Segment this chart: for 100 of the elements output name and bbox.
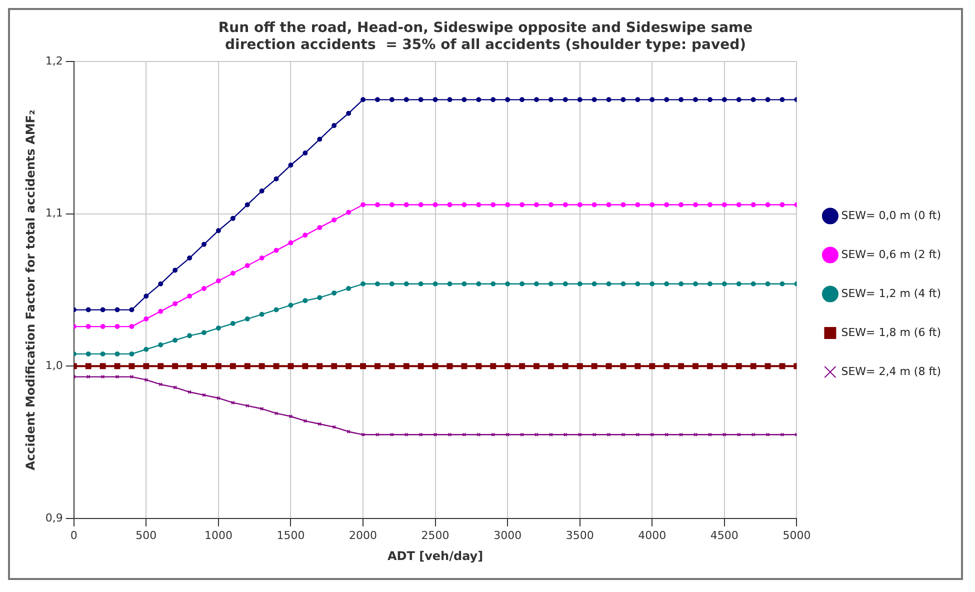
point <box>158 363 164 370</box>
point <box>360 281 366 286</box>
point <box>707 202 712 208</box>
point <box>230 216 236 221</box>
point <box>346 110 352 116</box>
point <box>158 308 164 314</box>
x-tick-label: 1500 <box>276 528 305 542</box>
point <box>591 363 598 370</box>
point <box>158 342 164 348</box>
point <box>693 97 698 102</box>
point <box>374 281 380 286</box>
point <box>765 281 770 286</box>
point <box>244 202 250 208</box>
point <box>634 363 641 370</box>
point <box>274 176 279 182</box>
point <box>144 294 149 299</box>
point <box>86 351 91 356</box>
point <box>650 281 655 286</box>
point <box>144 346 149 352</box>
point <box>360 202 366 208</box>
point <box>520 432 524 437</box>
point <box>620 363 626 370</box>
point <box>577 97 582 102</box>
point <box>374 97 380 102</box>
point <box>462 281 467 286</box>
point <box>115 374 120 379</box>
point <box>432 97 438 102</box>
point <box>404 202 409 208</box>
point <box>736 363 742 370</box>
point <box>693 202 698 208</box>
point <box>332 290 337 296</box>
point <box>230 321 236 326</box>
point <box>462 432 466 437</box>
point <box>707 97 712 102</box>
point <box>664 97 670 102</box>
point <box>260 406 264 411</box>
point <box>592 281 597 286</box>
point <box>374 363 380 370</box>
point <box>346 286 352 291</box>
point <box>592 432 596 437</box>
point <box>172 301 178 306</box>
point <box>288 240 294 246</box>
point <box>664 363 670 370</box>
point <box>505 281 510 286</box>
point <box>202 286 206 291</box>
point <box>505 97 510 102</box>
point <box>389 281 394 286</box>
point <box>114 351 120 356</box>
point <box>534 363 540 370</box>
x-tick-label: 4000 <box>638 528 666 542</box>
x-tick-label: 3500 <box>566 528 594 542</box>
point <box>302 363 308 370</box>
x-tick-label: 3000 <box>494 528 522 542</box>
point <box>100 351 106 356</box>
x-tick-label: 0 <box>70 528 78 542</box>
point <box>215 363 222 370</box>
point <box>490 363 496 370</box>
point <box>606 363 612 370</box>
point <box>245 404 250 408</box>
point <box>620 281 626 286</box>
point <box>288 414 293 418</box>
point <box>332 123 337 128</box>
point <box>172 363 178 370</box>
legend-label: SEW= 1,2 m (4 ft) <box>841 286 941 300</box>
point <box>186 363 193 370</box>
point <box>432 281 438 286</box>
point <box>620 202 626 208</box>
point <box>462 97 467 102</box>
point <box>606 432 611 437</box>
point <box>722 97 727 102</box>
point <box>505 202 510 208</box>
point <box>259 256 264 261</box>
point <box>766 432 770 437</box>
point <box>706 363 713 370</box>
point <box>678 363 684 370</box>
point <box>274 307 279 312</box>
point <box>576 363 583 370</box>
point <box>100 324 106 330</box>
legend-label: SEW= 0,0 m (0 ft) <box>841 208 941 222</box>
point <box>316 363 323 370</box>
x-tick-label: 2500 <box>421 528 450 542</box>
point <box>317 295 322 300</box>
point <box>332 217 337 222</box>
point <box>230 270 236 276</box>
point <box>461 363 468 370</box>
x-tick-label: 5000 <box>782 528 811 542</box>
point <box>86 307 91 312</box>
x-tick-label: 500 <box>136 528 157 542</box>
point <box>172 268 178 273</box>
chart-title: Run off the road, Head-on, Sideswipe opposite and Sideswipe same direction accidents = 35% of all accidents (shoulder type: paved) <box>218 20 753 53</box>
point <box>258 363 265 370</box>
point <box>635 97 640 102</box>
x-tick-label: 1000 <box>204 528 232 542</box>
point <box>100 363 106 370</box>
point <box>360 363 366 370</box>
point <box>216 278 221 284</box>
point <box>750 97 756 102</box>
point <box>216 326 221 331</box>
point <box>462 202 467 208</box>
y-tick-label: 1,0 <box>45 358 63 372</box>
